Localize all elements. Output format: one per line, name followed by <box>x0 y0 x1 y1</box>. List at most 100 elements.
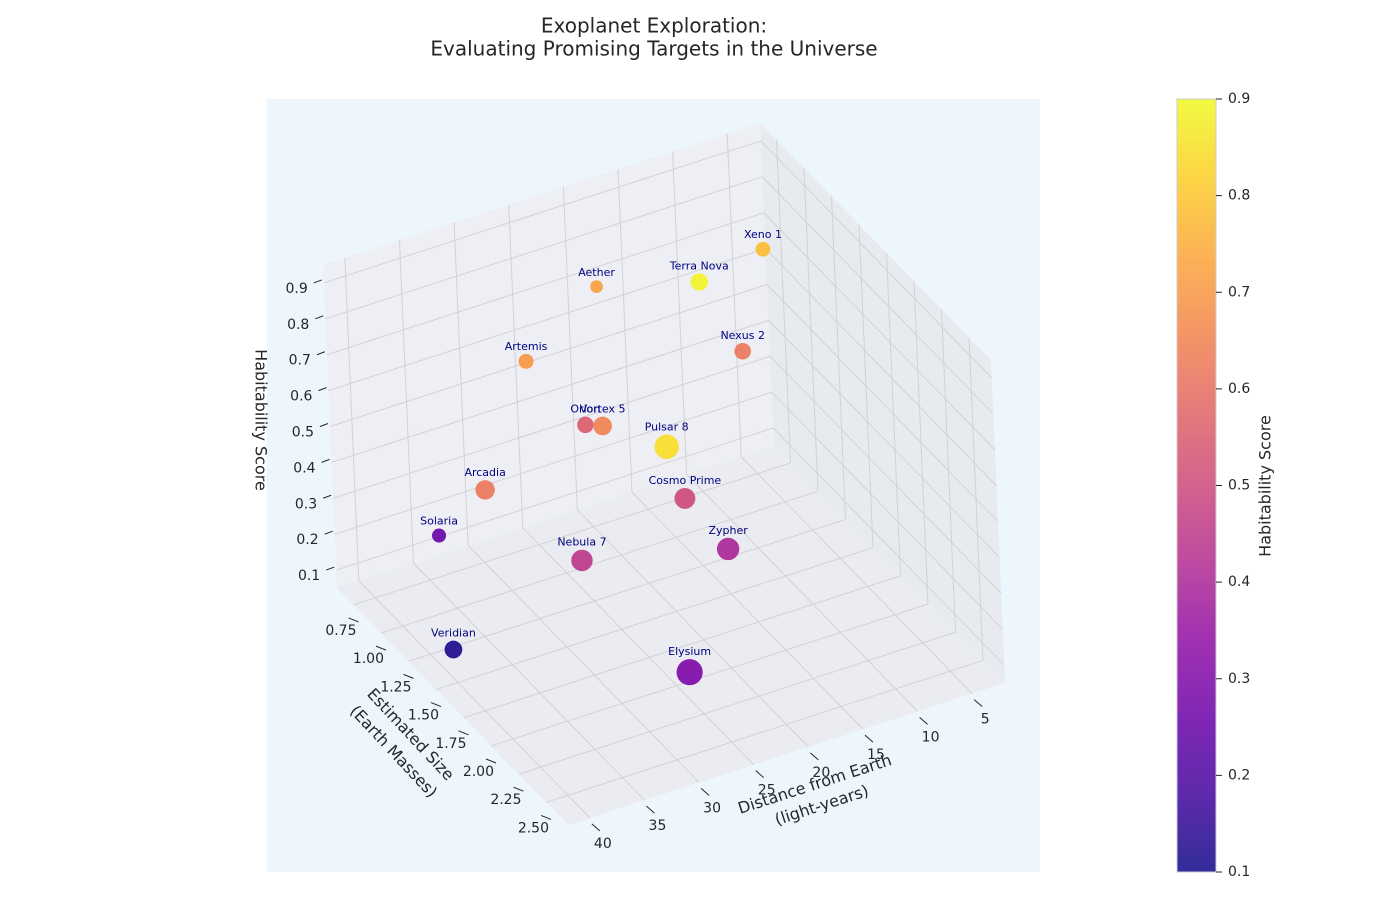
planet-label: Cosmo Prime <box>649 474 722 487</box>
z-tick-label: 0.5 <box>292 425 314 441</box>
z-tick-label: 0.7 <box>289 353 311 369</box>
grid-line <box>763 212 996 451</box>
y-tick <box>485 758 497 764</box>
x-tick <box>973 699 983 708</box>
planet-marker <box>676 659 703 686</box>
z-tick <box>315 315 324 320</box>
z-tick-label: 0.6 <box>290 389 312 405</box>
colorbar-tick-label: 0.8 <box>1228 188 1250 204</box>
x-tick-label: 5 <box>981 712 990 728</box>
z-tick <box>319 423 329 427</box>
planet-label: Nebula 7 <box>557 536 606 549</box>
z-tick-label: 0.1 <box>298 568 320 584</box>
x-tick-label: 25 <box>758 783 776 799</box>
planet-label: Artemis <box>505 340 548 353</box>
z-tick <box>321 458 330 463</box>
z-tick-label: 0.4 <box>293 460 315 476</box>
planet-marker <box>571 549 593 572</box>
grid-line <box>576 509 809 748</box>
z-tick-label: 0.8 <box>287 317 309 333</box>
planet-marker <box>475 480 495 500</box>
planet-marker <box>674 487 696 509</box>
y-tick <box>403 673 414 679</box>
z-tick-label: 0.2 <box>296 532 318 548</box>
colorbar-tick-label: 0.3 <box>1228 671 1250 687</box>
y-tick <box>375 645 387 651</box>
planet-label: Nexus 2 <box>720 329 765 342</box>
x-tick <box>700 788 710 796</box>
planet-label: Terra Nova <box>669 259 729 272</box>
grid-line <box>490 603 929 747</box>
grid-line <box>329 284 768 427</box>
planet-marker <box>590 280 603 293</box>
planet-marker <box>444 640 463 659</box>
chart-title: Evaluating Promising Targets in the Univ… <box>430 37 877 61</box>
grid-line <box>686 474 918 712</box>
y-tick-label: 2.50 <box>518 820 549 836</box>
y-tick-label: 2.25 <box>490 792 521 808</box>
grid-line <box>331 319 769 463</box>
y-tick <box>348 617 359 623</box>
grid-line <box>740 456 973 694</box>
z-tick <box>318 387 327 392</box>
grid-line <box>522 527 755 765</box>
grid-line <box>631 491 864 730</box>
planet-marker <box>716 537 740 561</box>
y-tick-label: 2.00 <box>463 764 494 780</box>
z-tick <box>324 530 333 535</box>
x-tick <box>919 717 928 725</box>
z-tick <box>322 494 332 499</box>
planet-label: Veridian <box>431 627 476 640</box>
grid-line <box>328 248 766 392</box>
grid-line <box>760 140 993 379</box>
colorbar-tick-label: 0.7 <box>1228 284 1250 300</box>
y-tick <box>430 702 442 708</box>
planet-label: Elysium <box>668 645 711 658</box>
grid-line <box>765 248 997 486</box>
z-tick <box>326 566 335 571</box>
grid-line <box>772 427 1005 666</box>
planet-label: Xeno 1 <box>744 228 782 241</box>
grid-line <box>325 176 763 320</box>
x-tick-label: 40 <box>594 836 612 852</box>
y-tick <box>540 814 552 820</box>
grid-line <box>545 659 984 803</box>
planet-marker <box>518 353 534 369</box>
colorbar-tick-label: 0.1 <box>1228 864 1250 880</box>
y-tick-label: 0.75 <box>325 623 356 639</box>
planet-marker <box>654 434 679 460</box>
planet-label: Aether <box>578 266 615 279</box>
grid-line <box>332 355 771 499</box>
z-tick-label: 0.9 <box>286 281 308 297</box>
y-tick-label: 1.50 <box>408 708 439 724</box>
planet-label: Zypher <box>708 524 748 537</box>
z-tick-label: 0.3 <box>295 496 317 512</box>
x-tick-label: 35 <box>649 818 667 834</box>
grid-line <box>766 284 999 522</box>
grid-line <box>358 580 591 819</box>
colorbar-tick-label: 0.6 <box>1228 381 1250 397</box>
planet-marker <box>755 241 771 257</box>
grid-line <box>380 490 819 634</box>
z-tick <box>316 351 326 356</box>
x-tick-label: 30 <box>703 800 721 816</box>
grid-line <box>769 355 1002 594</box>
colorbar-tick-label: 0.9 <box>1228 91 1250 107</box>
y-tick-label: 1.00 <box>353 651 384 667</box>
colorbar-tick-label: 0.4 <box>1228 574 1250 590</box>
grid-line <box>771 391 1004 630</box>
y-tick <box>513 786 524 792</box>
chart-title: Exoplanet Exploration: <box>541 14 767 38</box>
x-tick-label: 20 <box>812 765 830 781</box>
grid-line <box>467 545 700 783</box>
x-tick <box>810 752 819 761</box>
z-axis-title: Habitability Score <box>252 349 271 491</box>
colorbar-tick-label: 0.5 <box>1228 478 1250 494</box>
grid-line <box>326 212 765 356</box>
y-tick <box>458 730 469 736</box>
planet-label: Solaria <box>420 515 458 528</box>
grid-line <box>323 140 761 284</box>
colorbar-tick-label: 0.2 <box>1228 767 1250 783</box>
grid-line <box>353 462 791 606</box>
